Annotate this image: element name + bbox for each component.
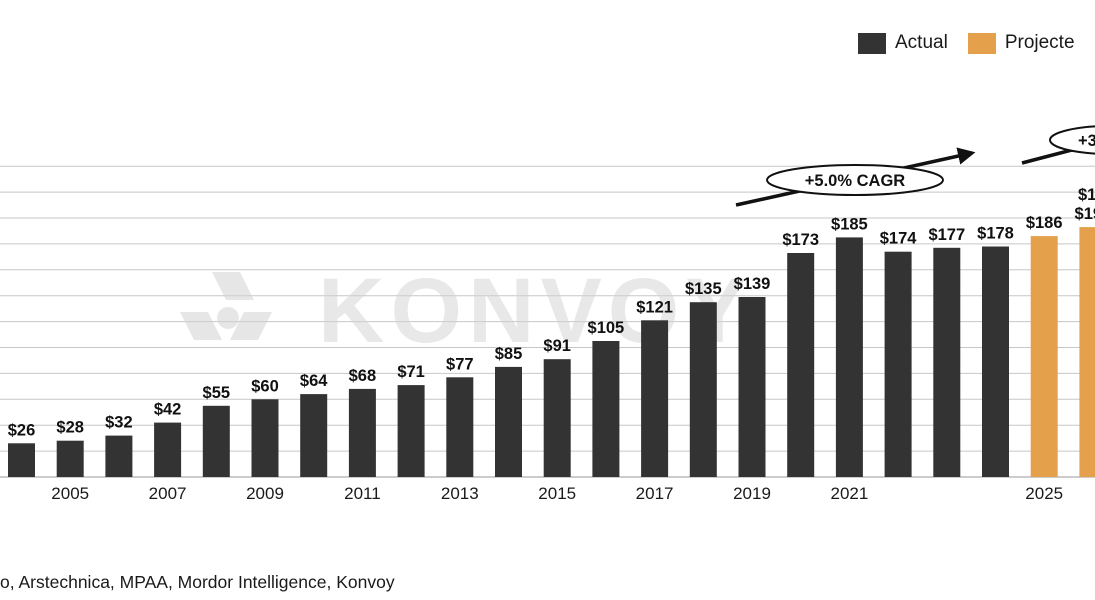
bar-2019 <box>738 297 766 477</box>
legend-item-projected: Projecte <box>967 32 1075 54</box>
tick-label-2017: 2017 <box>636 484 674 503</box>
value-label-2014: $85 <box>495 345 523 363</box>
bar-2020 <box>787 253 815 477</box>
value-label-2024: $178 <box>977 225 1014 243</box>
cagr-arrow-2 <box>1021 142 1095 165</box>
tick-label-2009: 2009 <box>246 484 284 503</box>
bar-2013 <box>446 377 474 477</box>
tick-label-2011: 2011 <box>344 484 381 503</box>
cagr-label-1: +5.0% CAGR <box>805 172 905 190</box>
legend-item-actual: Actual <box>858 32 948 54</box>
bar-2009 <box>251 399 279 477</box>
legend-label-actual: Actual <box>895 32 948 53</box>
tick-label-2019: 2019 <box>733 484 771 503</box>
value-label-2016: $105 <box>588 319 625 337</box>
bar-2015 <box>543 359 571 477</box>
value-label-2026: $193 <box>1075 205 1095 223</box>
value-label-2025: $186 <box>1026 214 1063 232</box>
bar-2008 <box>202 405 230 477</box>
watermark-logo-icon <box>180 272 272 340</box>
bar-2005 <box>56 440 84 477</box>
bar-2024 <box>982 246 1009 477</box>
cagr-bubble-2 <box>1049 125 1095 155</box>
bar-2022 <box>884 251 912 477</box>
bar-2016 <box>592 341 620 477</box>
value-label-2015: $91 <box>543 337 571 355</box>
value-label-2013: $77 <box>446 355 474 373</box>
bar-2025 <box>1030 236 1058 477</box>
value-label-2020: $173 <box>782 231 819 249</box>
cagr-annotations: +5.0% CAGR +3 <box>735 125 1095 207</box>
source-note: o, Arstechnica, MPAA, Mordor Intelligenc… <box>0 572 395 592</box>
value-label-2021: $185 <box>831 215 868 233</box>
watermark-text: KONVOY <box>318 260 753 362</box>
bar-2023 <box>933 247 961 477</box>
cagr-bubble-1 <box>766 164 944 196</box>
bar-2011 <box>348 388 376 477</box>
value-label-2007: $42 <box>154 401 182 419</box>
tick-label-2005: 2005 <box>51 484 89 503</box>
value-label-2022: $174 <box>880 230 918 248</box>
bar-2010 <box>300 394 328 477</box>
bar-2018 <box>689 302 717 477</box>
value-label-2011: $68 <box>349 367 377 385</box>
value-label-2010: $64 <box>300 372 328 390</box>
tick-label-2013: 2013 <box>441 484 479 503</box>
tick-label-2015: 2015 <box>538 484 576 503</box>
bar-2007 <box>154 422 182 477</box>
value-label-2008: $55 <box>203 384 231 402</box>
legend: Actual Projecte <box>858 32 1075 54</box>
bar-2012 <box>397 385 425 477</box>
x-axis-ticks: 2005 2007 2009 2011 2013 2015 2017 2019 2021 2025 <box>51 484 1063 503</box>
tick-label-2007: 2007 <box>149 484 187 503</box>
tick-label-2021: 2021 <box>830 484 868 503</box>
tick-label-2025: 2025 <box>1025 484 1063 503</box>
value-labels: $26 $28 $32 $42 $55 $60 $64 $68 $71 $77 $85 $91 $105… <box>8 186 1095 439</box>
value-label-2004: $26 <box>8 421 36 439</box>
bar-2021 <box>835 237 863 477</box>
legend-swatch-actual <box>858 32 886 54</box>
value-label-2005: $28 <box>56 419 84 437</box>
value-label-2017: $121 <box>636 298 673 316</box>
bar-2004 <box>8 443 35 477</box>
cagr-label-2: +3 <box>1078 132 1095 150</box>
bar-2026 <box>1079 227 1095 477</box>
bar-2017 <box>641 320 669 477</box>
legend-swatch-projected <box>967 32 996 54</box>
bar-2014 <box>495 366 522 477</box>
bar-2006 <box>105 435 133 477</box>
value-label-2019: $139 <box>734 275 771 293</box>
value-label-2012: $71 <box>397 363 425 381</box>
value-label-2018: $135 <box>685 280 722 298</box>
bars <box>8 227 1095 477</box>
value-label-2006: $32 <box>105 414 133 432</box>
legend-label-projected: Projecte <box>1004 32 1075 53</box>
value-label-2009: $60 <box>251 377 279 395</box>
value-label-2023: $177 <box>928 226 965 244</box>
konvoy-watermark: KONVOY <box>180 260 753 362</box>
value-label-partial: $1 <box>1078 186 1095 204</box>
